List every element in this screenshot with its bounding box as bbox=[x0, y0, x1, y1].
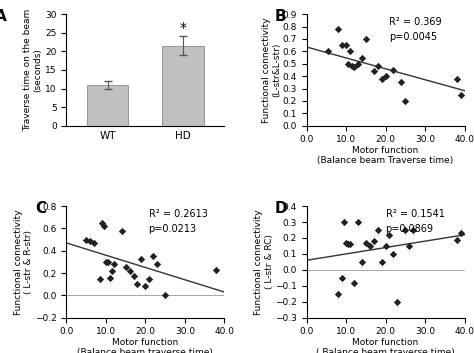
X-axis label: Motor function
(Balance beam Traverse time): Motor function (Balance beam Traverse ti… bbox=[318, 146, 454, 165]
Point bbox=[338, 42, 346, 48]
Point bbox=[348, 64, 356, 69]
Point bbox=[82, 237, 90, 243]
Text: C: C bbox=[35, 201, 46, 216]
Point bbox=[213, 267, 220, 273]
Text: A: A bbox=[0, 8, 7, 24]
Point bbox=[354, 219, 362, 225]
Point bbox=[401, 227, 409, 233]
Point bbox=[118, 228, 126, 233]
Point bbox=[146, 276, 153, 281]
Point bbox=[382, 243, 389, 249]
Point bbox=[344, 61, 352, 67]
Point bbox=[457, 231, 465, 236]
Point bbox=[106, 275, 114, 280]
Point bbox=[149, 253, 157, 259]
Point bbox=[401, 98, 409, 104]
Point bbox=[134, 281, 141, 287]
Point bbox=[154, 261, 161, 267]
Point bbox=[161, 293, 169, 298]
Text: D: D bbox=[275, 201, 288, 216]
Point bbox=[362, 36, 370, 42]
Point bbox=[378, 259, 385, 265]
Point bbox=[453, 237, 460, 243]
Point bbox=[453, 76, 460, 82]
Point bbox=[362, 240, 370, 246]
Point bbox=[338, 275, 346, 281]
Point bbox=[457, 92, 465, 97]
Point bbox=[370, 238, 377, 244]
Point bbox=[342, 42, 350, 48]
Point bbox=[98, 220, 106, 226]
Text: p=0.0869: p=0.0869 bbox=[385, 224, 434, 234]
Point bbox=[142, 283, 149, 289]
Text: R² = 0.2613: R² = 0.2613 bbox=[148, 209, 208, 220]
Point bbox=[102, 259, 109, 265]
Point bbox=[90, 240, 98, 246]
Point bbox=[366, 243, 374, 249]
Point bbox=[358, 259, 365, 265]
Point bbox=[346, 48, 354, 54]
Point bbox=[334, 291, 342, 297]
Point bbox=[354, 61, 362, 67]
Bar bbox=[87, 85, 128, 126]
Text: *: * bbox=[180, 20, 186, 35]
Text: p=0.0213: p=0.0213 bbox=[148, 224, 197, 234]
Point bbox=[346, 241, 354, 247]
Point bbox=[393, 299, 401, 305]
Point bbox=[126, 268, 133, 274]
Y-axis label: Functional connectivity
(L-str&L-str): Functional connectivity (L-str&L-str) bbox=[262, 17, 281, 123]
Point bbox=[398, 79, 405, 85]
Text: B: B bbox=[275, 8, 287, 24]
Point bbox=[405, 243, 413, 249]
Point bbox=[344, 241, 352, 247]
Point bbox=[137, 256, 145, 261]
Point bbox=[100, 223, 108, 229]
Point bbox=[358, 55, 365, 60]
Point bbox=[122, 265, 129, 270]
X-axis label: Motor function
(Balance beam traverse time): Motor function (Balance beam traverse ti… bbox=[77, 338, 213, 353]
Point bbox=[96, 276, 104, 281]
Point bbox=[324, 48, 332, 54]
Point bbox=[110, 261, 118, 267]
Point bbox=[86, 238, 94, 244]
Point bbox=[104, 259, 112, 265]
Point bbox=[370, 68, 377, 74]
Point bbox=[334, 26, 342, 32]
Point bbox=[108, 268, 116, 274]
Text: R² = 0.369: R² = 0.369 bbox=[389, 17, 441, 28]
Point bbox=[350, 65, 358, 70]
Y-axis label: Functional connectivity
( L-str & RC): Functional connectivity ( L-str & RC) bbox=[254, 209, 273, 315]
Bar bbox=[162, 46, 204, 126]
Y-axis label: Functional connectivity
( L-str & R-str): Functional connectivity ( L-str & R-str) bbox=[14, 209, 34, 315]
Point bbox=[382, 73, 389, 79]
Point bbox=[374, 227, 382, 233]
Point bbox=[390, 67, 397, 73]
Point bbox=[378, 76, 385, 82]
X-axis label: Motor function
( Balance beam traverse time): Motor function ( Balance beam traverse t… bbox=[316, 338, 455, 353]
Text: R² = 0.1541: R² = 0.1541 bbox=[385, 209, 445, 220]
Point bbox=[390, 251, 397, 257]
Point bbox=[410, 227, 417, 233]
Y-axis label: Traverse time on the beam
(seconds): Traverse time on the beam (seconds) bbox=[23, 9, 42, 131]
Point bbox=[340, 219, 348, 225]
Text: p=0.0045: p=0.0045 bbox=[389, 32, 437, 42]
Point bbox=[130, 274, 137, 279]
Point bbox=[386, 232, 393, 238]
Point bbox=[350, 280, 358, 286]
Point bbox=[342, 240, 350, 246]
Point bbox=[374, 64, 382, 69]
